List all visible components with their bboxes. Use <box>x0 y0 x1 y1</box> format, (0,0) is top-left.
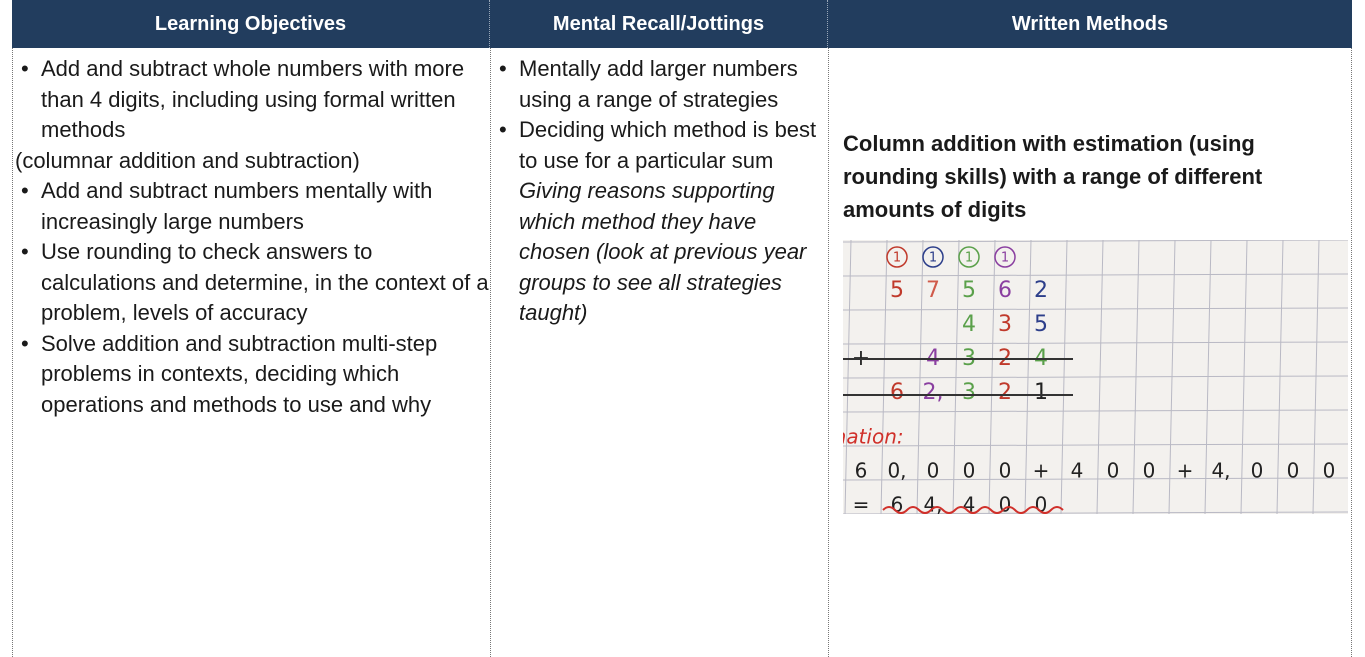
objectives-cell: Add and subtract whole numbers with more… <box>12 48 490 657</box>
carry-digit: 1 <box>1001 251 1009 266</box>
column-header: Learning Objectives <box>12 0 490 48</box>
column-header: Mental Recall/Jottings <box>490 0 828 48</box>
grid-line <box>843 409 1348 413</box>
digit: 3 <box>998 312 1012 337</box>
grid-line <box>880 240 888 514</box>
carry-circle <box>994 246 1016 268</box>
digit: 6 <box>890 380 904 405</box>
digit: 2 <box>1034 278 1048 303</box>
column-header: Written Methods <box>828 0 1352 48</box>
bullet-item: Solve addition and subtraction multi-ste… <box>15 329 490 421</box>
digit: 4 <box>962 312 976 337</box>
digit: 6 <box>998 278 1012 303</box>
digit: 7 <box>926 278 940 303</box>
written-cell: Column addition with estimation (using r… <box>828 48 1352 657</box>
note: Giving reasons supporting which method t… <box>519 178 807 325</box>
digit: 3 <box>962 380 976 405</box>
grid-line <box>1240 240 1248 514</box>
grid-line <box>952 240 960 514</box>
grid-line <box>1312 240 1320 514</box>
estimation-digit: 0 <box>927 459 940 483</box>
estimation-digit: 0 <box>1323 459 1336 483</box>
carry-digit: 1 <box>965 251 973 266</box>
grid-line <box>843 443 1348 447</box>
bullet-item: Add and subtract numbers mentally with i… <box>15 176 490 237</box>
bullet-item: Use rounding to check answers to calcula… <box>15 237 490 329</box>
note: (columnar addition and subtraction) <box>15 147 360 173</box>
digit: 5 <box>1034 312 1048 337</box>
carry-digit: 1 <box>929 251 937 266</box>
bullet-list: Mentally add larger numbers using a rang… <box>493 54 822 176</box>
bullet-list: Add and subtract numbers mentally with i… <box>15 176 490 420</box>
grid-line <box>843 375 1348 379</box>
estimation-digit: 4 <box>1071 459 1084 483</box>
estimation-digit: 0 <box>1107 459 1120 483</box>
estimation-digit: 0 <box>1287 459 1300 483</box>
mental-cell: Mentally add larger numbers using a rang… <box>490 48 828 657</box>
grid-line <box>844 240 852 514</box>
estimation-digit: 0, <box>887 459 906 483</box>
grid-line <box>1276 240 1284 514</box>
grid-line <box>843 307 1348 311</box>
carry-circle <box>886 246 908 268</box>
estimation-digit: 0 <box>999 493 1012 515</box>
grid-line <box>843 477 1348 481</box>
digit: 5 <box>962 278 976 303</box>
estimation-digit: 0 <box>999 459 1012 483</box>
carry-circle <box>922 246 944 268</box>
bullet-item: Deciding which method is best to use for… <box>493 115 822 176</box>
carry-circle <box>958 246 980 268</box>
estimation-digit: = <box>853 493 870 515</box>
estimation-digit: 4, <box>923 493 942 515</box>
estimation-digit: 0 <box>1143 459 1156 483</box>
digit: 5 <box>890 278 904 303</box>
method-photo: 111157562435+432462,321Estimation:60,000… <box>843 240 1348 514</box>
estimation-digit: + <box>1033 459 1050 483</box>
underline <box>882 506 1064 514</box>
carry-digit: 1 <box>893 251 901 266</box>
grid-line <box>843 273 1348 277</box>
estimation-digit: 4, <box>1211 459 1230 483</box>
bullet-item: Mentally add larger numbers using a rang… <box>493 54 822 115</box>
digit: 2, <box>923 380 944 405</box>
grid-line <box>843 240 1348 243</box>
grid-line <box>843 341 1348 345</box>
digit: 2 <box>998 380 1012 405</box>
table: Learning Objectives Mental Recall/Jottin… <box>12 0 1352 657</box>
estimation-digit: 0 <box>963 459 976 483</box>
grid-line <box>916 240 924 514</box>
digit: 1 <box>1034 380 1048 405</box>
estimation-label: Estimation: <box>843 425 904 449</box>
bullet-list: Add and subtract whole numbers with more… <box>15 54 490 146</box>
estimation-digit: 0 <box>1251 459 1264 483</box>
heading: Column addition with estimation (using r… <box>843 131 1263 222</box>
estimation-digit: + <box>1177 459 1194 483</box>
bullet-item: Add and subtract whole numbers with more… <box>15 54 490 146</box>
estimation-digit: 6 <box>855 459 868 483</box>
